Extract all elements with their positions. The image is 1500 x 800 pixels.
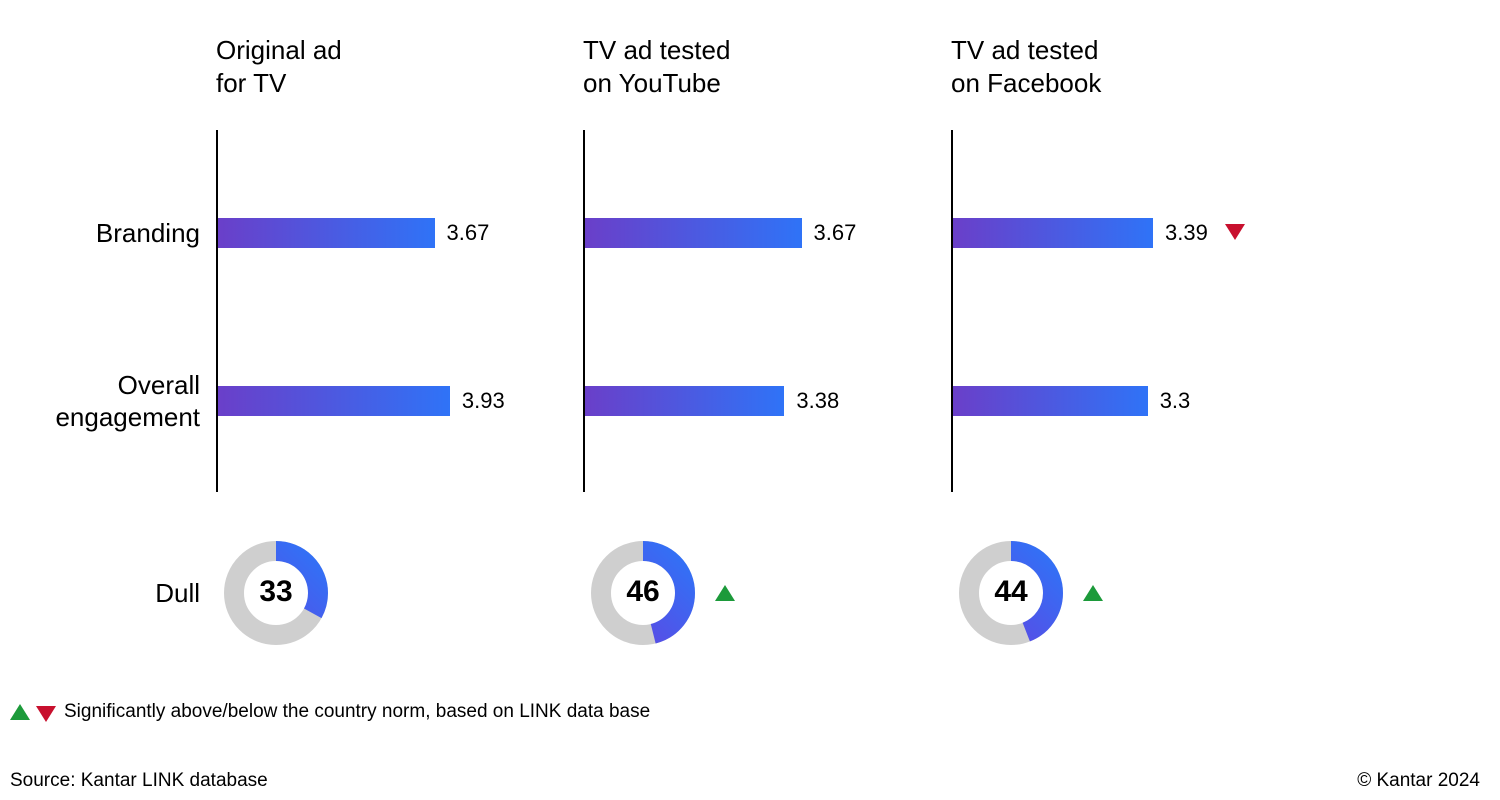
column-title: Original ad for TV [216, 34, 342, 99]
bar-value-label: 3.67 [447, 220, 490, 246]
bar-value-label: 3.67 [814, 220, 857, 246]
column-title: TV ad tested on YouTube [583, 34, 730, 99]
arrow-up-icon [1083, 585, 1103, 606]
bar [218, 218, 435, 248]
copyright-text: © Kantar 2024 [1357, 770, 1480, 792]
bar [953, 386, 1148, 416]
bar [585, 386, 784, 416]
donut-value: 46 [603, 575, 683, 609]
bar-value-label: 3.39 [1165, 220, 1208, 246]
row-label: Dull [0, 577, 200, 610]
source-text: Source: Kantar LINK database [10, 770, 268, 792]
arrow-down-icon [1225, 224, 1245, 245]
bar-value-label: 3.93 [462, 388, 505, 414]
bar [585, 218, 802, 248]
column-title: TV ad tested on Facebook [951, 34, 1101, 99]
arrow-up-icon [715, 585, 735, 606]
bar-value-label: 3.38 [796, 388, 839, 414]
bar [218, 386, 450, 416]
donut-value: 33 [236, 575, 316, 609]
bar [953, 218, 1153, 248]
axis-line [216, 130, 218, 492]
legend-text: Significantly above/below the country no… [64, 701, 650, 723]
axis-line [951, 130, 953, 492]
legend-arrow-up-icon [10, 704, 30, 725]
legend-arrow-down-icon [36, 706, 56, 727]
axis-line [583, 130, 585, 492]
donut-value: 44 [971, 575, 1051, 609]
bar-value-label: 3.3 [1160, 388, 1191, 414]
row-label: Branding [0, 217, 200, 250]
row-label: Overall engagement [0, 369, 200, 434]
